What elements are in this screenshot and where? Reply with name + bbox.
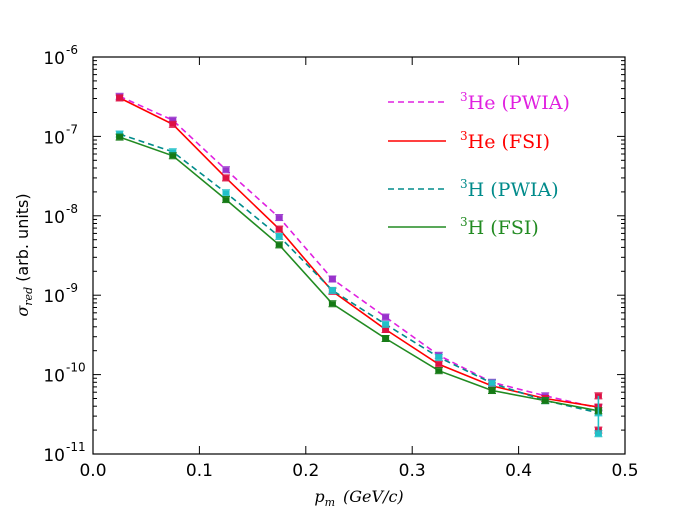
data-point-h-pwia: [169, 149, 177, 155]
data-point-h-pwia: [275, 233, 283, 239]
markers-layer: [115, 92, 603, 438]
data-point-h-pwia: [222, 190, 230, 196]
y-tick-exponent: -7: [66, 122, 78, 136]
x-tick-label: 0.0: [79, 461, 106, 481]
y-tick-label: 10: [43, 446, 65, 466]
y-tick-label: 10: [43, 208, 65, 228]
series-line-h-fsi: [119, 136, 599, 412]
x-tick-label: 0.4: [505, 461, 532, 481]
data-point-h-fsi: [541, 398, 549, 404]
y-tick-label: 10: [43, 128, 65, 148]
axis-labels: pm (GeV/c) σred(arb. units): [13, 193, 404, 509]
data-point-he-pwia: [328, 276, 336, 282]
x-tick-label: 0.3: [399, 461, 426, 481]
legend-label-h-pwia: 3H (PWIA): [460, 177, 559, 201]
data-point-h-fsi: [382, 335, 390, 341]
x-tick-label: 0.1: [186, 461, 213, 481]
data-point-he-fsi: [382, 326, 390, 332]
legend-label-he-fsi: 3He (FSI): [460, 129, 550, 153]
data-point-h-fsi: [116, 134, 124, 140]
data-point-h-fsi: [488, 388, 496, 394]
legend-label-h-fsi: 3H (FSI): [460, 215, 539, 239]
data-point-he-fsi: [222, 175, 230, 181]
data-point-h-pwia: [488, 380, 496, 386]
data-point-h-fsi: [435, 368, 443, 374]
y-tick-exponent: -10: [66, 361, 86, 375]
y-tick-exponent: -11: [66, 440, 86, 454]
data-point-h-pwia: [435, 354, 443, 360]
data-point-h-fsi: [222, 197, 230, 203]
data-point-h-pwia: [382, 321, 390, 327]
plot-frame: [92, 56, 626, 455]
y-axis-label: σred(arb. units): [13, 193, 35, 316]
data-point-he-pwia: [275, 215, 283, 221]
data-point-he-pwia: [222, 167, 230, 173]
y-tick-exponent: -6: [66, 43, 78, 57]
y-tick-label: 10: [43, 287, 65, 307]
legend: 3He (PWIA) 3He (FSI) 3H (PWIA) 3H (FSI): [388, 90, 570, 239]
data-point-he-pwia: [382, 314, 390, 320]
data-point-he-fsi: [116, 95, 124, 101]
data-point-h-fsi: [169, 153, 177, 159]
data-point-h-pwia: [328, 287, 336, 293]
data-point-he-pwia: [169, 117, 177, 123]
data-point-he-fsi: [275, 226, 283, 232]
y-tick-label: 10: [43, 49, 65, 69]
series-layer: [119, 95, 599, 414]
x-tick-label: 0.5: [611, 461, 638, 481]
data-point-he-fsi: [435, 361, 443, 367]
legend-label-he-pwia: 3He (PWIA): [460, 90, 570, 114]
y-tick-label: 10: [43, 367, 65, 387]
data-point-he-fsi: [169, 121, 177, 127]
y-tick-exponent: -8: [66, 202, 78, 216]
data-point-h-fsi: [328, 301, 336, 307]
y-tick-exponent: -9: [66, 281, 78, 295]
x-tick-label: 0.2: [292, 461, 319, 481]
series-line-h-pwia: [119, 133, 599, 414]
data-point-h-fsi: [275, 242, 283, 248]
series-line-he-pwia: [119, 95, 599, 409]
x-axis-label: pm (GeV/c): [314, 487, 403, 509]
axis-ticks: 0.0 0.1 0.2 0.3 0.4 0.510-1110-1010-910-810-7…: [43, 43, 638, 481]
